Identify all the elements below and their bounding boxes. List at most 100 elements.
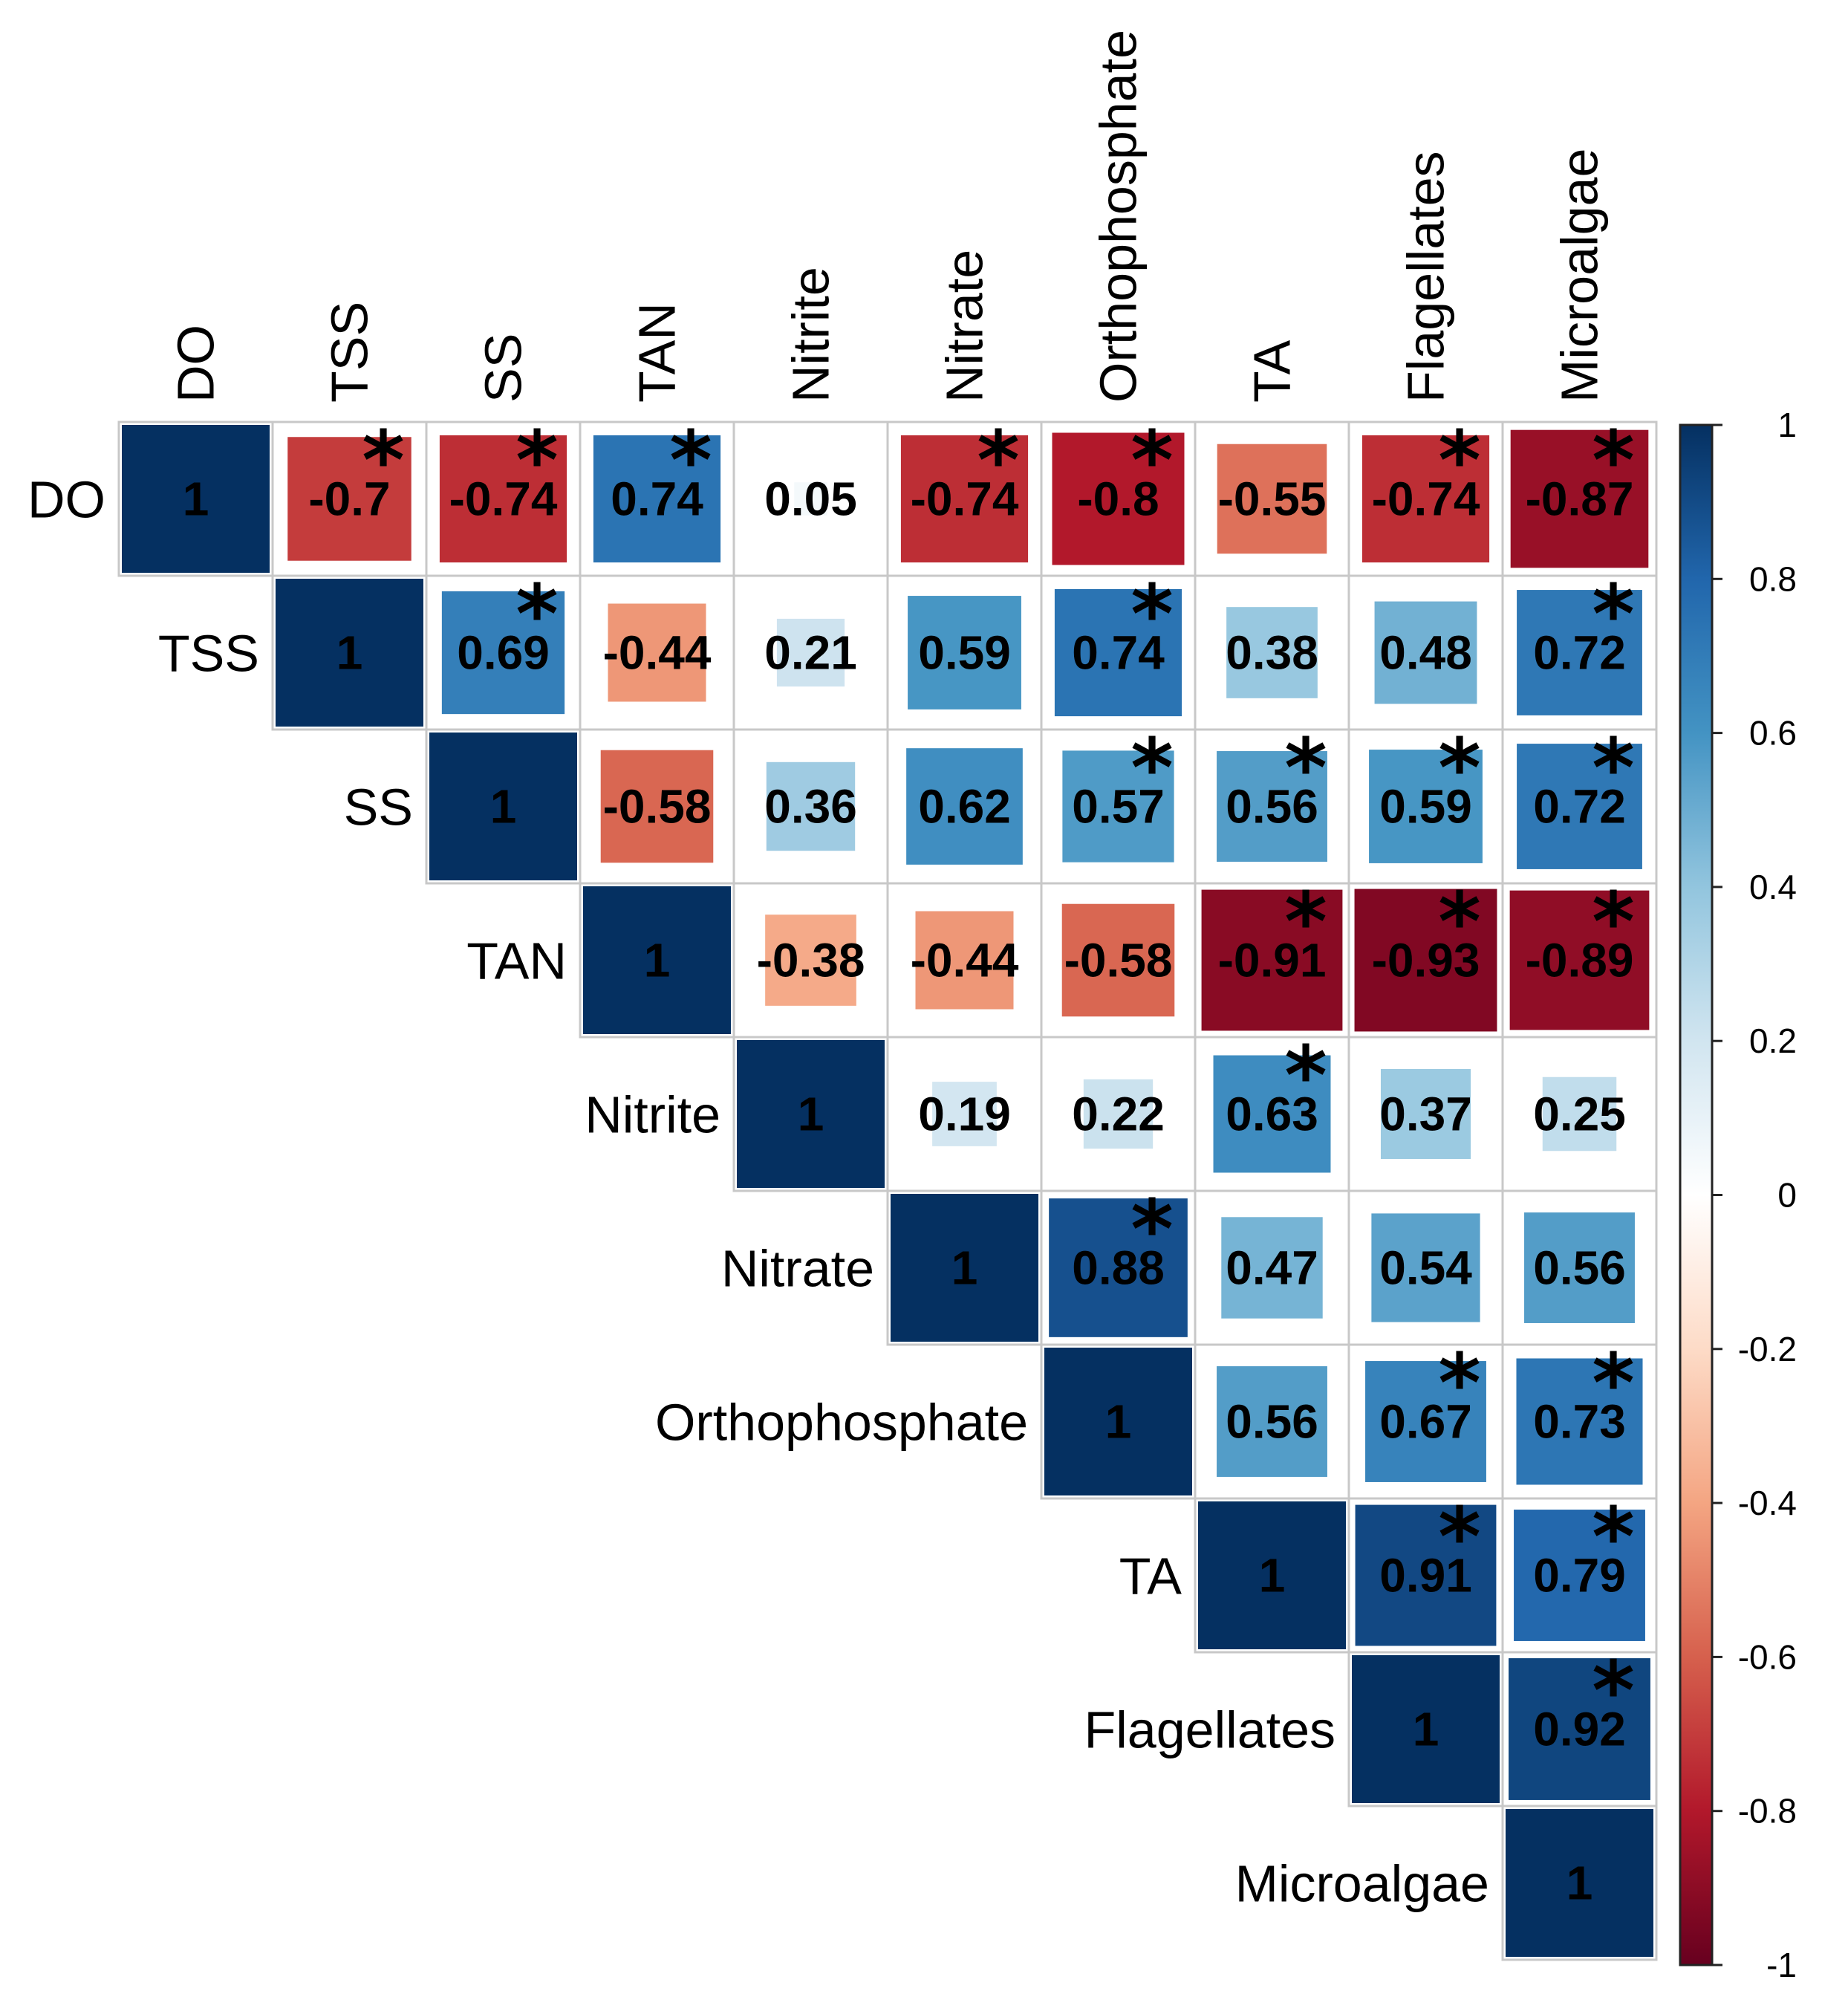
row-label-nitrite: Nitrite bbox=[585, 1086, 720, 1144]
correlation-square-TA-Flagellates bbox=[1355, 1504, 1497, 1646]
variable-labels: DO TSS SS TAN Nitrite Nitrate Orthophosphate TA… bbox=[27, 30, 1609, 1913]
correlation-value-label: -0.74 bbox=[1372, 472, 1480, 526]
correlation-square-DO-TSS bbox=[287, 437, 411, 561]
correlation-square-Flagellates-Microalgae bbox=[1509, 1658, 1650, 1800]
significance-marker: * bbox=[1130, 413, 1174, 508]
column-label-nitrite: Nitrite bbox=[782, 267, 840, 403]
correlation-value-label: 0.88 bbox=[1072, 1241, 1165, 1295]
correlation-square-DO-SS bbox=[439, 435, 567, 563]
row-label-do: DO bbox=[27, 471, 105, 529]
correlation-square-DO-Microalgae bbox=[1510, 429, 1649, 568]
significance-marker: * bbox=[1284, 721, 1327, 816]
significance-marker: * bbox=[1592, 874, 1635, 969]
correlation-square-TAN-Nitrite bbox=[765, 915, 856, 1006]
correlation-square-Nitrate-Microalgae bbox=[1524, 1212, 1635, 1323]
row-label-flagellates: Flagellates bbox=[1084, 1701, 1335, 1759]
correlation-value-label: 0.63 bbox=[1226, 1088, 1318, 1141]
colorbar-tick-label: -0.2 bbox=[1738, 1330, 1797, 1368]
correlation-square-Orthophosphate-Orthophosphate bbox=[1044, 1348, 1192, 1495]
correlation-value-label: 0.25 bbox=[1533, 1088, 1626, 1141]
correlation-value-label: -0.58 bbox=[1064, 934, 1173, 987]
correlation-square-Nitrate-Flagellates bbox=[1371, 1213, 1480, 1322]
significance-marker: * bbox=[1130, 567, 1174, 662]
column-label-microalgae: Microalgae bbox=[1551, 149, 1609, 403]
colorbar bbox=[1679, 423, 1714, 1966]
correlation-value-label: 0.69 bbox=[457, 626, 550, 680]
colorbar-tick-label: -0.8 bbox=[1738, 1792, 1797, 1831]
correlation-value-label: -0.38 bbox=[757, 934, 865, 987]
correlation-value-label: -0.7 bbox=[308, 472, 390, 526]
correlation-value-label: 0.36 bbox=[764, 780, 857, 834]
colorbar-tick-label: 0.8 bbox=[1749, 559, 1797, 598]
column-label-ta: TA bbox=[1243, 340, 1301, 403]
correlation-square-Orthophosphate-Microalgae bbox=[1516, 1358, 1643, 1485]
column-label-nitrate: Nitrate bbox=[936, 250, 994, 403]
correlation-value-label: 0.59 bbox=[918, 626, 1011, 680]
correlation-value-label: 0.22 bbox=[1072, 1088, 1165, 1141]
colorbar-tick-label: 0 bbox=[1777, 1176, 1797, 1215]
correlation-square-TSS-Orthophosphate bbox=[1054, 588, 1182, 717]
correlation-square-TSS-SS bbox=[441, 591, 565, 715]
correlation-square-Nitrite-Orthophosphate bbox=[1083, 1079, 1154, 1149]
correlation-square-Nitrite-TA bbox=[1213, 1055, 1331, 1173]
correlation-square-Orthophosphate-Flagellates bbox=[1365, 1361, 1486, 1482]
correlation-square-TAN-Microalgae bbox=[1509, 890, 1650, 1030]
correlation-value-label: -0.8 bbox=[1077, 472, 1159, 526]
correlation-square-SS-TAN bbox=[600, 750, 714, 863]
row-label-ss: SS bbox=[344, 779, 413, 837]
significance-marker: * bbox=[1438, 413, 1481, 508]
correlation-value-label: -0.89 bbox=[1526, 934, 1634, 987]
correlation-square-Nitrate-TA bbox=[1221, 1217, 1323, 1319]
row-label-tan: TAN bbox=[466, 932, 567, 990]
correlation-value-label: -0.44 bbox=[911, 934, 1019, 987]
colorbar-tick-label: 0.2 bbox=[1749, 1022, 1797, 1060]
correlation-value-label: 0.57 bbox=[1072, 780, 1165, 834]
correlation-value-label: 0.21 bbox=[764, 626, 857, 680]
correlation-value-label: 0.19 bbox=[918, 1088, 1011, 1141]
correlation-value-label: 0.67 bbox=[1379, 1395, 1472, 1449]
correlation-square-TAN-Flagellates bbox=[1354, 889, 1497, 1032]
correlation-square-DO-DO bbox=[122, 425, 270, 573]
significance-marker: * bbox=[1130, 721, 1174, 816]
colorbar-tick-label: 0.6 bbox=[1749, 714, 1797, 753]
column-label-orthophosphate: Orthophosphate bbox=[1090, 30, 1148, 403]
correlation-value-label: -0.44 bbox=[603, 626, 712, 680]
correlation-square-TAN-Orthophosphate bbox=[1061, 903, 1175, 1017]
correlation-square-Orthophosphate-TA bbox=[1217, 1366, 1327, 1477]
correlation-square-Nitrite-Microalgae bbox=[1542, 1076, 1617, 1152]
correlation-square-DO-Nitrite bbox=[794, 482, 827, 516]
correlation-value-label: 1 bbox=[644, 934, 671, 987]
correlation-cells: 1 -0.7* -0.74* 0.74* 0.05 -0.74* -0.8* -0.55 -0.… bbox=[122, 413, 1653, 1957]
correlation-value-label: 0.38 bbox=[1226, 626, 1318, 680]
correlation-value-label: 0.56 bbox=[1533, 1241, 1626, 1295]
colorbar-tick-label: -1 bbox=[1766, 1946, 1797, 1984]
correlation-square-SS-SS bbox=[429, 733, 577, 880]
correlation-value-label: 0.91 bbox=[1379, 1549, 1472, 1602]
column-label-tan: TAN bbox=[628, 302, 686, 403]
correlation-square-SS-Orthophosphate bbox=[1062, 750, 1174, 863]
column-label-flagellates: Flagellates bbox=[1397, 151, 1455, 403]
correlation-square-DO-Flagellates bbox=[1361, 435, 1490, 563]
color-legend: 1 0.8 0.6 0.4 0.2 0 -0.2 -0.4 -0.6 -0.8 -1 bbox=[1679, 406, 1797, 1984]
significance-marker: * bbox=[977, 413, 1020, 508]
correlation-value-label: 0.62 bbox=[918, 780, 1011, 834]
correlation-value-label: 0.56 bbox=[1226, 1395, 1318, 1449]
correlation-square-Microalgae-Microalgae bbox=[1506, 1809, 1653, 1957]
row-label-microalgae: Microalgae bbox=[1235, 1855, 1489, 1913]
correlation-value-label: 0.56 bbox=[1226, 780, 1318, 834]
significance-marker: * bbox=[1592, 1490, 1635, 1585]
correlation-square-Nitrite-Nitrate bbox=[932, 1082, 997, 1146]
correlation-square-DO-Nitrate bbox=[900, 435, 1029, 563]
correlation-square-SS-Nitrate bbox=[906, 748, 1023, 865]
correlation-square-TAN-TA bbox=[1201, 889, 1343, 1031]
correlation-square-TA-TA bbox=[1198, 1501, 1346, 1649]
correlation-value-label: -0.87 bbox=[1526, 472, 1634, 526]
correlation-value-label: 0.79 bbox=[1533, 1549, 1626, 1602]
colorbar-tick-label: -0.4 bbox=[1738, 1484, 1797, 1522]
correlation-square-TSS-Flagellates bbox=[1374, 601, 1477, 704]
correlation-value-label: 1 bbox=[1413, 1703, 1439, 1756]
significance-marker: * bbox=[1438, 1336, 1481, 1431]
correlation-square-Nitrate-Orthophosphate bbox=[1049, 1198, 1188, 1337]
correlation-value-label: -0.74 bbox=[449, 472, 558, 526]
